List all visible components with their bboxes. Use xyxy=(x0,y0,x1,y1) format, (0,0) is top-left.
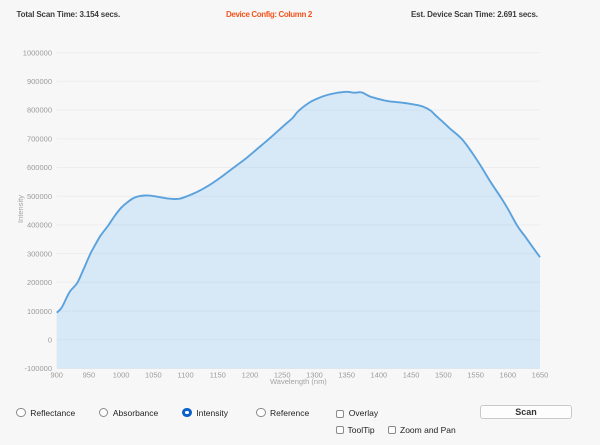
svg-text:900: 900 xyxy=(50,371,63,380)
svg-text:1550: 1550 xyxy=(467,371,484,380)
svg-text:300000: 300000 xyxy=(27,249,52,258)
svg-text:0: 0 xyxy=(48,336,52,345)
svg-text:1400: 1400 xyxy=(371,371,388,380)
svg-text:600000: 600000 xyxy=(27,163,52,172)
svg-text:1500: 1500 xyxy=(435,371,452,380)
svg-text:1300: 1300 xyxy=(306,371,323,380)
svg-text:1450: 1450 xyxy=(403,371,420,380)
svg-text:950: 950 xyxy=(83,371,96,380)
svg-text:Intensity: Intensity xyxy=(16,195,25,223)
svg-text:1350: 1350 xyxy=(338,371,355,380)
svg-text:Wavelength (nm): Wavelength (nm) xyxy=(270,377,327,386)
svg-text:1100: 1100 xyxy=(178,371,194,380)
svg-text:900000: 900000 xyxy=(27,77,52,86)
svg-text:1150: 1150 xyxy=(210,371,226,380)
svg-text:1000: 1000 xyxy=(113,371,130,380)
svg-text:1000000: 1000000 xyxy=(23,48,52,57)
svg-text:500000: 500000 xyxy=(27,192,52,201)
svg-text:400000: 400000 xyxy=(27,221,52,230)
svg-text:-100000: -100000 xyxy=(24,364,52,373)
svg-text:1200: 1200 xyxy=(242,371,259,380)
svg-text:1250: 1250 xyxy=(274,371,291,380)
svg-text:100000: 100000 xyxy=(27,307,52,316)
svg-text:1600: 1600 xyxy=(499,371,516,380)
svg-text:200000: 200000 xyxy=(27,278,52,287)
svg-text:800000: 800000 xyxy=(27,106,52,115)
svg-text:1650: 1650 xyxy=(532,371,549,380)
svg-text:700000: 700000 xyxy=(27,135,52,144)
svg-text:1050: 1050 xyxy=(145,371,162,380)
